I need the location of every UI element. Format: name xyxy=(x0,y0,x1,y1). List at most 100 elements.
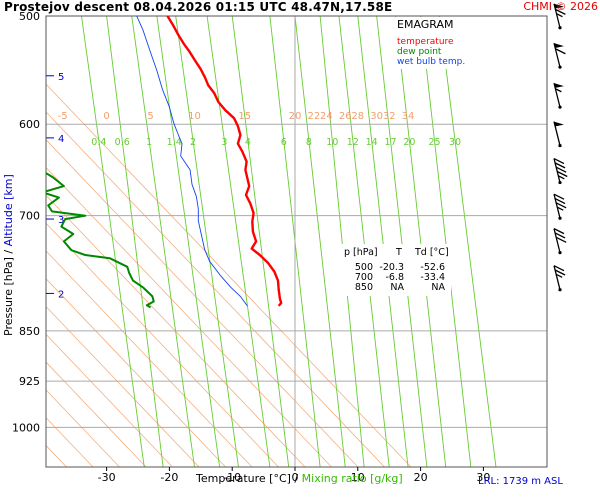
table-cell: 700 xyxy=(354,272,373,283)
wind-barb-part xyxy=(553,157,565,165)
wind-barb-part xyxy=(554,3,564,9)
legend: EMAGRAM temperature dew point wet bulb t… xyxy=(393,17,479,69)
legend-wet-bulb: wet bulb temp. xyxy=(397,57,466,67)
x-axis-label-temperature: Temperature [°C] / xyxy=(196,472,299,485)
wind-barb-part xyxy=(558,105,562,109)
mixing-ratio-line xyxy=(319,16,365,467)
plot-frame xyxy=(45,15,548,468)
dry-adiabat-line xyxy=(46,194,306,467)
table-cell: NA xyxy=(431,282,445,293)
isotherm-label: 10 xyxy=(188,111,201,122)
altitude-tick-label: 5 xyxy=(58,72,64,83)
temperature-profile xyxy=(166,16,283,307)
altitude-tick-label: 4 xyxy=(58,134,64,145)
wind-barb-part xyxy=(554,232,566,239)
dry-adiabat-line xyxy=(46,166,332,467)
wind-barb-part xyxy=(558,180,562,185)
dry-adiabat-line xyxy=(46,389,120,467)
wind-barb-part xyxy=(556,13,563,18)
dry-adiabat-line xyxy=(46,222,279,467)
wind-barb-part xyxy=(554,43,564,48)
dry-adiabat-line xyxy=(46,111,385,467)
x-axis-label-mixing-ratio: Mixing ratio [g/kg] xyxy=(301,472,403,485)
altitude-tick-label: 3 xyxy=(58,215,64,226)
x-tick-label: 10 xyxy=(351,471,365,484)
wind-barb-part xyxy=(558,65,562,69)
wind-barb xyxy=(553,193,567,220)
wind-barb xyxy=(553,3,566,30)
mixing-ratio-line xyxy=(206,16,271,467)
mixing-ratio-label: 2 xyxy=(190,137,196,148)
wind-barb xyxy=(553,42,566,69)
wind-barb xyxy=(553,121,564,148)
mixing-ratio-line xyxy=(338,16,390,467)
wind-barb-part xyxy=(555,166,567,173)
mixing-ratio-label: 20 xyxy=(403,137,415,148)
wind-barb xyxy=(553,82,564,109)
x-tick-label: -20 xyxy=(160,471,178,484)
wind-barb-part xyxy=(553,228,565,235)
y-axis-label: Pressure [hPa] / Altitude [km] xyxy=(2,174,15,336)
lrl-text: LRL: 1739 m ASL xyxy=(478,476,563,487)
x-tick-label: 0 xyxy=(292,471,299,484)
table-cell: -6.8 xyxy=(385,272,404,283)
wind-barb-part xyxy=(553,193,565,200)
dry-adiabat-line xyxy=(46,83,412,467)
mixing-ratio-label: 0.6 xyxy=(115,137,130,148)
x-tick-label: 20 xyxy=(414,471,428,484)
y-axis-label-altitude: Altitude [km] xyxy=(2,174,15,247)
mixing-ratio-line xyxy=(81,16,145,467)
wind-barb-part xyxy=(558,251,562,255)
mixing-ratio-label: 8 xyxy=(306,137,312,148)
mixing-ratio-label: 0.4 xyxy=(91,137,106,148)
table-cell: 850 xyxy=(354,282,373,293)
mixing-ratio-label: 1 xyxy=(146,137,152,148)
wind-barb-part xyxy=(556,206,564,211)
legend-temperature: temperature xyxy=(397,37,454,47)
wind-barb-part xyxy=(555,88,562,93)
wind-barb-part xyxy=(556,170,568,178)
wind-barb-part xyxy=(554,269,566,276)
x-tick-label: -10 xyxy=(223,471,241,484)
wind-barb-part xyxy=(553,158,561,183)
wind-barb-part xyxy=(555,48,566,55)
mixing-ratio-label: 10 xyxy=(326,137,338,148)
wind-barb-part xyxy=(554,162,566,169)
pressure-tick-label: 600 xyxy=(19,118,40,131)
wet-bulb-profile xyxy=(136,16,248,307)
isotherm-label: 30 xyxy=(370,111,383,122)
wind-barb-part xyxy=(554,83,564,88)
wind-barb-part xyxy=(555,8,566,15)
table-header-t: T xyxy=(396,247,402,258)
wind-barb-part xyxy=(555,236,567,243)
legend-dew-point: dew point xyxy=(397,47,442,57)
mixing-ratio-line xyxy=(294,16,346,467)
mixing-ratio-line xyxy=(231,16,290,467)
isotherm-label: 5 xyxy=(147,111,153,122)
mixing-ratio-label: 14 xyxy=(366,137,378,148)
mixing-ratio-label: 12 xyxy=(347,137,359,148)
wind-barb-part xyxy=(553,82,561,108)
isotherm-label: 32 xyxy=(383,111,396,122)
summary-table: p [hPa] T Td [°C] 500 -20.3 -52.6 700 -6… xyxy=(339,244,451,296)
wind-barb-part xyxy=(553,194,561,219)
isotherm-label: 15 xyxy=(238,111,251,122)
mixing-ratio-line xyxy=(106,16,164,467)
mixing-ratio-label: 17 xyxy=(384,137,396,148)
dry-adiabat-line xyxy=(46,333,173,467)
isotherm-label: 0 xyxy=(103,111,109,122)
x-tick-label: 30 xyxy=(476,471,490,484)
x-tick-label: -30 xyxy=(98,471,116,484)
mixing-ratio-line xyxy=(376,16,428,467)
wind-barb-part xyxy=(558,143,562,148)
isotherm-label: 22 xyxy=(307,111,320,122)
mixing-ratio-line xyxy=(420,16,472,467)
pressure-tick-label: 1000 xyxy=(12,421,40,434)
chart-title: Prostejov descent 08.04.2026 01:15 UTC 4… xyxy=(4,0,393,14)
dry-adiabat-line xyxy=(46,250,253,467)
y-axis-label-pressure: Pressure [hPa] / xyxy=(2,249,15,336)
mixing-ratio-label: 4 xyxy=(245,137,251,148)
mixing-ratio-label: 3 xyxy=(221,137,227,148)
wind-barb xyxy=(553,228,567,255)
table-header-td: Td [°C] xyxy=(415,247,449,258)
